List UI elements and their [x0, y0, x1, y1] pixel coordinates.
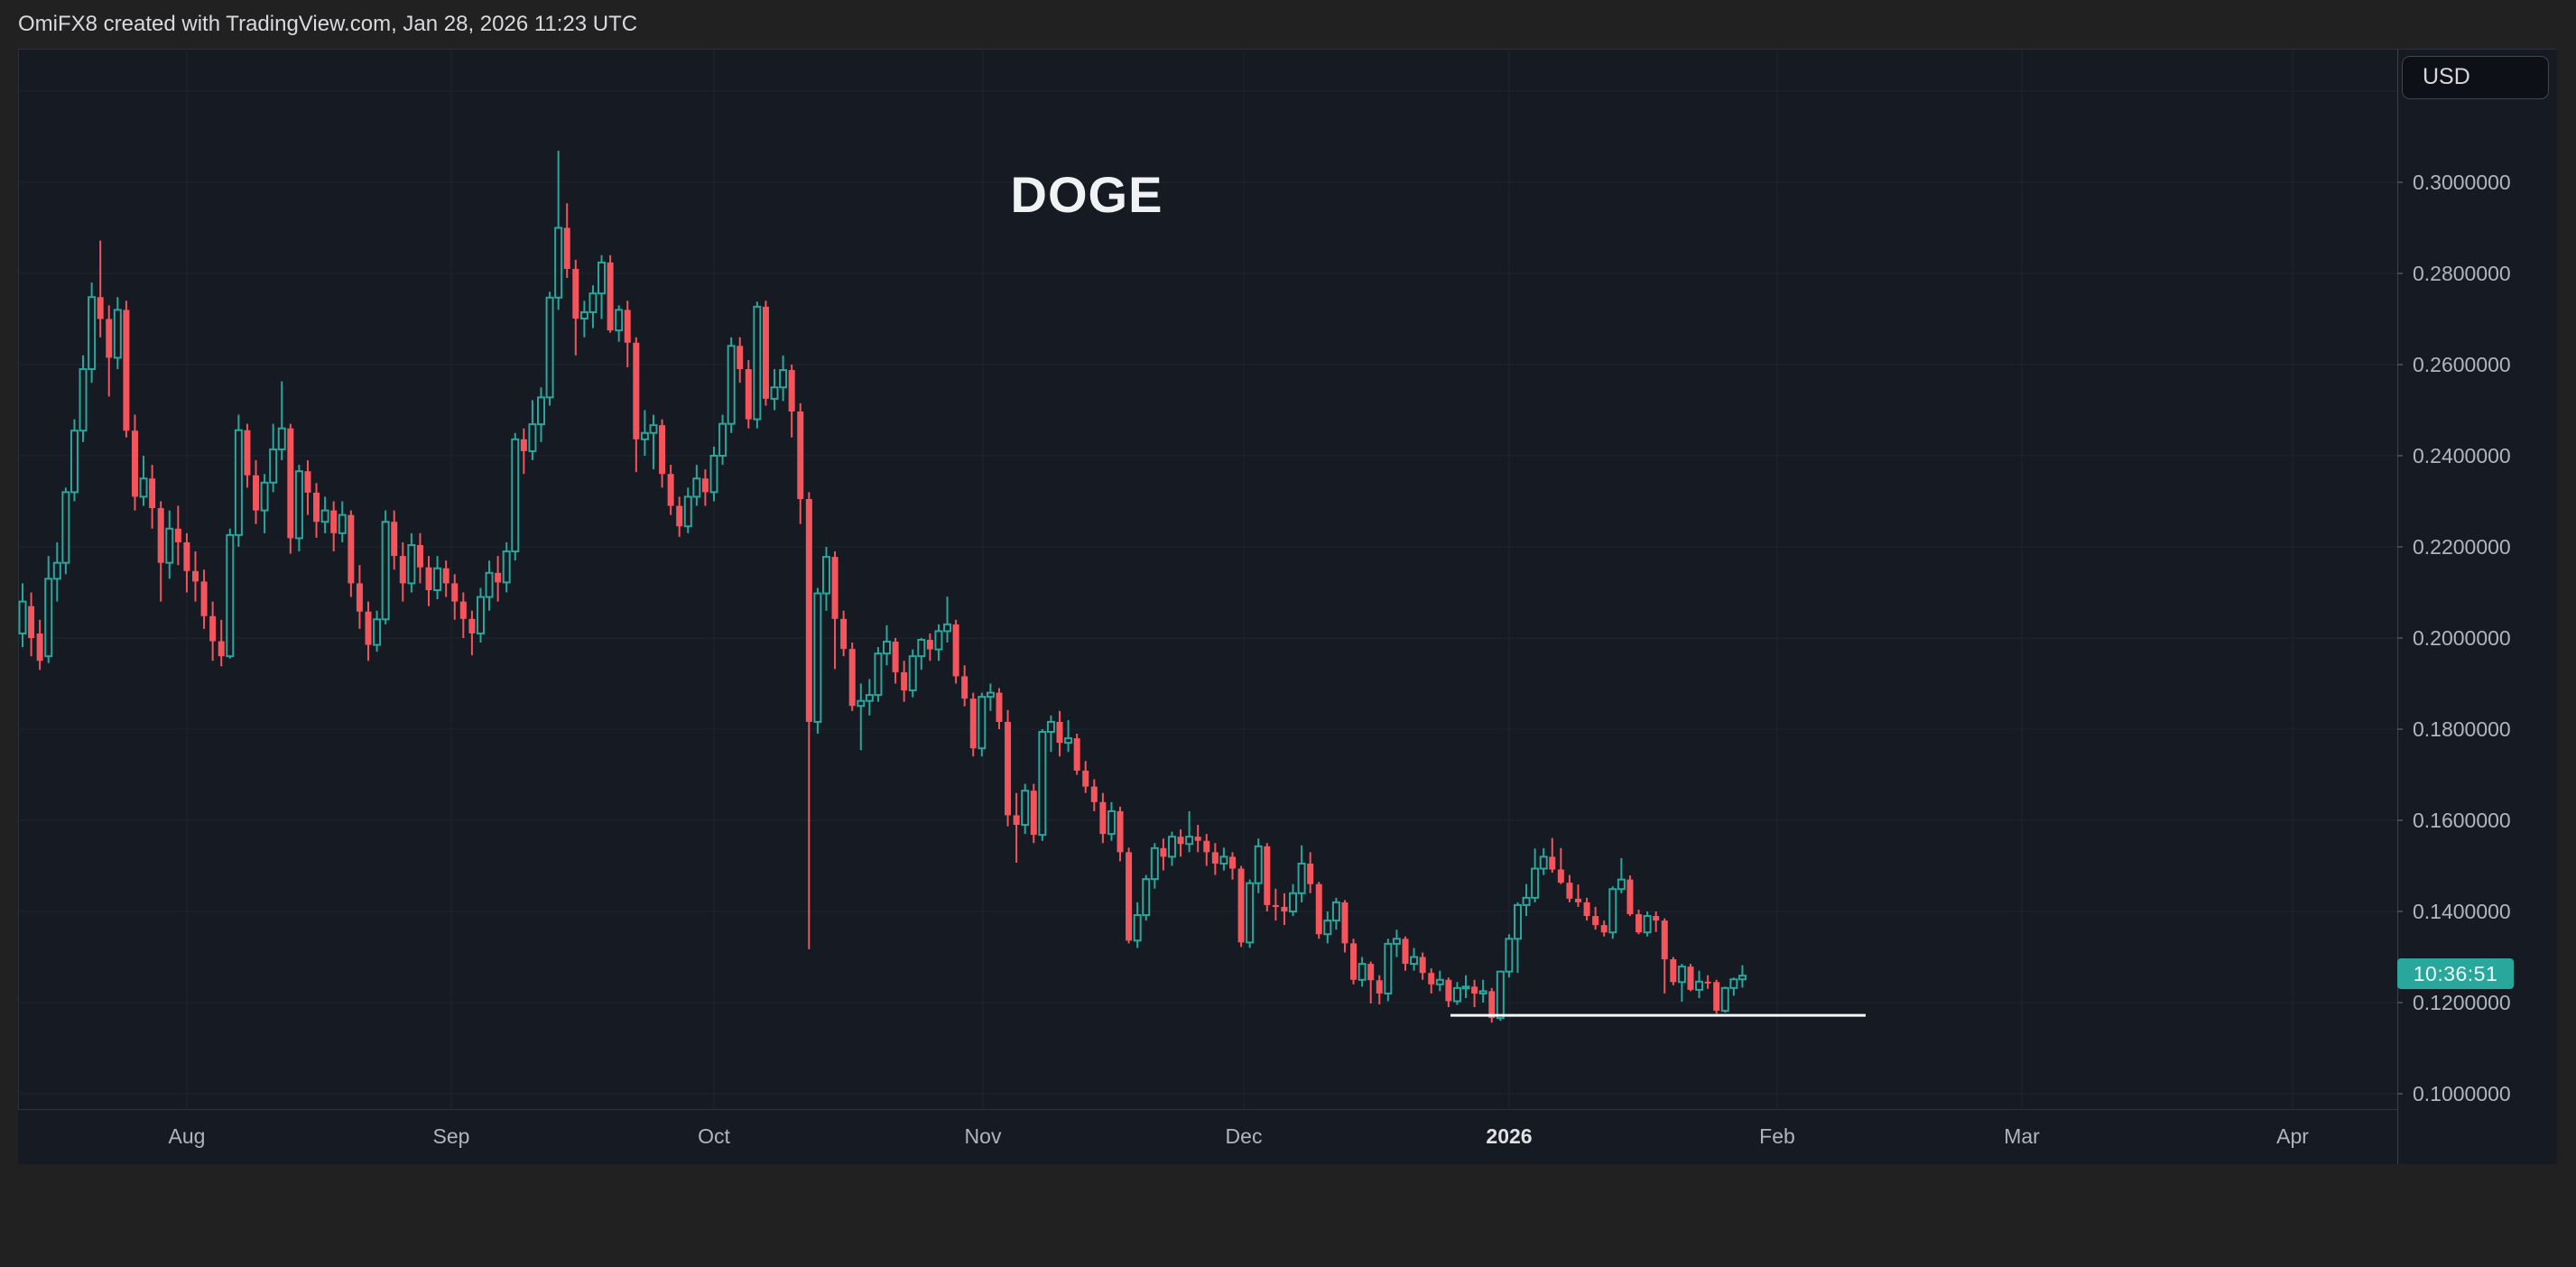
price-axis-ticks — [2397, 181, 2403, 1095]
x-axis-label: Apr — [2276, 1124, 2309, 1148]
snapshot-title: OmiFX8 created with TradingView.com, Jan… — [18, 12, 638, 36]
x-axis-label: Oct — [698, 1124, 730, 1148]
x-axis-label: Dec — [1225, 1124, 1263, 1148]
bar-close-countdown-badge: 10:36:51 — [2397, 958, 2514, 989]
y-axis-label: 0.1400000 — [2413, 900, 2511, 923]
x-axis-label: Nov — [964, 1124, 1002, 1148]
y-axis-label: 0.2800000 — [2413, 262, 2511, 285]
y-axis-label: 0.2600000 — [2413, 353, 2511, 376]
currency-button[interactable]: USD — [2402, 56, 2549, 99]
gridlines — [18, 49, 2397, 1109]
y-axis-label: 0.1600000 — [2413, 809, 2511, 832]
x-axis-label: Feb — [1759, 1124, 1795, 1148]
y-axis-label: 0.1000000 — [2413, 1082, 2511, 1105]
y-axis-label: 0.2400000 — [2413, 444, 2511, 467]
y-axis-label: 0.3000000 — [2413, 171, 2511, 194]
x-axis-label: Mar — [2004, 1124, 2040, 1148]
x-axis-label: Sep — [432, 1124, 470, 1148]
y-axis-label: 0.2200000 — [2413, 535, 2511, 559]
footer-bar: TradingView — [0, 1164, 2576, 1267]
y-axis-label: 0.1200000 — [2413, 991, 2511, 1014]
header-bar: OmiFX8 created with TradingView.com, Jan… — [0, 0, 2576, 49]
candles — [18, 151, 1747, 1023]
time-axis[interactable] — [18, 1109, 2397, 1164]
y-axis-label: 0.1800000 — [2413, 717, 2511, 741]
x-axis-label: Aug — [168, 1124, 206, 1148]
x-axis-label: 2026 — [1486, 1124, 1533, 1148]
symbol-watermark: DOGE — [1010, 166, 1163, 223]
y-axis-label: 0.2000000 — [2413, 626, 2511, 650]
